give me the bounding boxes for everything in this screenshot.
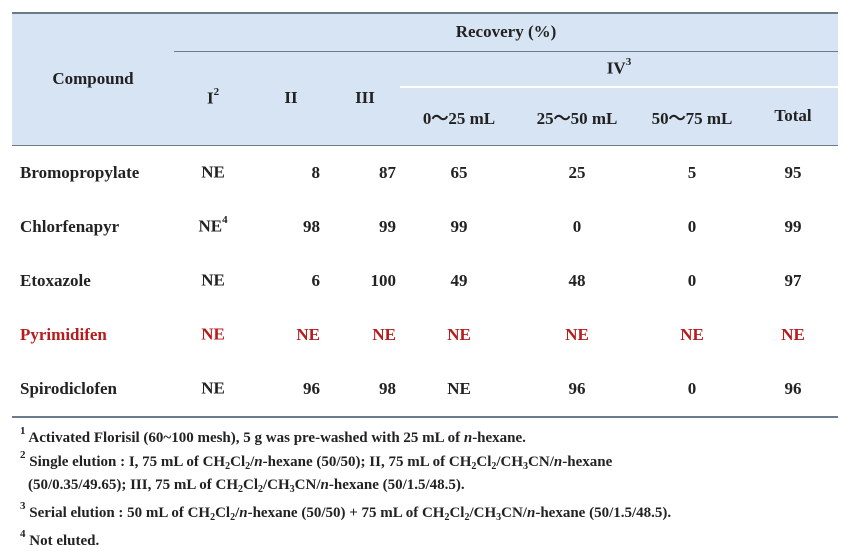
- cell-total: NE: [781, 324, 805, 344]
- cell-II: 6: [311, 270, 321, 290]
- header-col-II: II: [284, 88, 298, 107]
- compound-name: Pyrimidifen: [20, 324, 107, 344]
- header-sub-25-50: 25～50 mL: [536, 108, 618, 128]
- compound-name: Chlorfenapyr: [20, 216, 120, 236]
- table-row: Bromopropylate NE 8 87 65 25 5 95: [12, 145, 838, 200]
- header-col-III: III: [355, 88, 375, 107]
- header-sub-total: Total: [774, 106, 812, 126]
- header-compound: Compound: [52, 69, 134, 89]
- cell-IV-50-75: 0: [687, 270, 697, 290]
- recovery-table: Compound Recovery (%) I2 II III IV3 0～25…: [12, 12, 839, 418]
- cell-IV-0-25: 49: [450, 270, 468, 290]
- cell-III: NE: [372, 324, 396, 344]
- footnote-3: 3 Serial elution : 50 mL of CH2Cl2/n-hex…: [20, 499, 672, 523]
- compound-name: Bromopropylate: [20, 162, 140, 182]
- header-col-IV: IV3: [400, 51, 839, 88]
- table-row: Chlorfenapyr NE4 98 99 99 0 0 99: [12, 200, 838, 254]
- table-row: Spirodiclofen NE 96 98 NE 96 0 96: [12, 362, 839, 417]
- recovery-table-figure: Compound Recovery (%) I2 II III IV3 0～25…: [12, 12, 839, 551]
- footnote-2-continued: (50/0.35/49.65); III, 75 mL of CH2Cl2/CH…: [28, 476, 465, 495]
- cell-II: 8: [311, 162, 321, 182]
- cell-I: NE4: [198, 214, 228, 236]
- cell-II: NE: [296, 324, 320, 344]
- cell-III: 87: [379, 162, 396, 182]
- cell-I: NE: [201, 162, 225, 182]
- compound-name: Etoxazole: [20, 270, 91, 290]
- header-sub-0-25: 0～25 mL: [422, 108, 496, 128]
- cell-IV-50-75: 5: [687, 162, 697, 182]
- cell-IV-50-75: 0: [687, 216, 697, 236]
- cell-IV-25-50: 0: [572, 216, 582, 236]
- cell-IV-50-75: 0: [687, 378, 697, 398]
- cell-total: 96: [784, 378, 802, 398]
- compound-name: Spirodiclofen: [20, 378, 117, 398]
- cell-IV-25-50: 25: [568, 162, 586, 182]
- cell-IV-25-50: 48: [568, 270, 586, 290]
- table-footnotes: 1 Activated Florisil (60~100 mesh), 5 g …: [12, 424, 838, 551]
- cell-I: NE: [201, 270, 225, 290]
- cell-IV-0-25: NE: [447, 324, 471, 344]
- footnote-1: 1 Activated Florisil (60~100 mesh), 5 g …: [20, 424, 526, 446]
- cell-IV-0-25: 99: [450, 216, 468, 236]
- footnote-4: 4 Not eluted.: [20, 527, 100, 549]
- cell-IV-25-50: NE: [565, 324, 589, 344]
- header-sub-50-75: 50～75 mL: [651, 108, 733, 128]
- cell-IV-50-75: NE: [680, 324, 704, 344]
- table-row-highlighted: Pyrimidifen NE NE NE NE NE NE NE: [12, 308, 838, 362]
- table-row: Etoxazole NE 6 100 49 48 0 97: [12, 254, 838, 308]
- cell-III: 99: [379, 216, 396, 236]
- header-recovery: Recovery (%): [174, 13, 839, 52]
- header-col-I: I2: [206, 85, 220, 108]
- cell-I: NE: [201, 324, 225, 344]
- cell-IV-0-25: NE: [447, 378, 471, 398]
- cell-IV-25-50: 96: [568, 378, 586, 398]
- cell-total: 95: [784, 162, 802, 182]
- cell-I: NE: [201, 378, 225, 398]
- cell-total: 99: [784, 216, 802, 236]
- cell-II: 96: [303, 378, 320, 398]
- footnote-2: 2 Single elution : I, 75 mL of CH2Cl2/n-…: [20, 448, 613, 472]
- cell-III: 98: [379, 378, 396, 398]
- table-body: Bromopropylate NE 8 87 65 25 5 95 Chlorf…: [12, 145, 839, 417]
- cell-II: 98: [303, 216, 320, 236]
- cell-total: 97: [784, 270, 802, 290]
- table-header: Compound Recovery (%) I2 II III IV3 0～25…: [12, 13, 839, 145]
- cell-IV-0-25: 65: [450, 162, 468, 182]
- cell-III: 100: [370, 270, 397, 290]
